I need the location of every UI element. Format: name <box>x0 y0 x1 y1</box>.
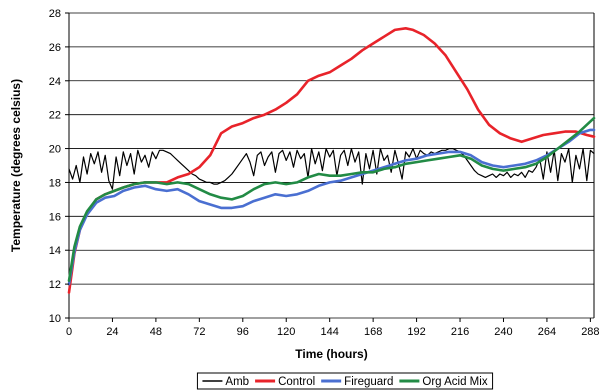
y-tick-label-1: 12 <box>49 279 61 291</box>
legend-item-control: Control <box>255 376 315 388</box>
x-tick-label-6: 144 <box>321 326 339 338</box>
x-tick-label-2: 48 <box>150 326 162 338</box>
legend-item-fireguard: Fireguard <box>321 376 393 388</box>
y-tick-label-0: 10 <box>49 313 61 325</box>
y-tick-label-6: 22 <box>49 110 61 122</box>
legend-label: Fireguard <box>344 376 393 388</box>
x-tick-label-1: 24 <box>106 326 118 338</box>
y-tick-label-9: 28 <box>49 8 61 20</box>
x-tick-label-11: 264 <box>538 326 556 338</box>
y-tick-label-5: 20 <box>49 144 61 156</box>
legend-label: Org Acid Mix <box>422 376 487 388</box>
x-tick-label-3: 72 <box>193 326 205 338</box>
x-tick-label-12: 288 <box>581 326 599 338</box>
x-tick-label-10: 240 <box>494 326 512 338</box>
x-tick-label-9: 216 <box>451 326 469 338</box>
series-line-amb <box>68 148 595 190</box>
y-tick-label-3: 16 <box>49 211 61 223</box>
legend-box <box>196 372 494 390</box>
series-line-fireguard <box>67 128 596 286</box>
y-tick-label-7: 24 <box>49 76 61 88</box>
y-axis-title: Temperature (degrees celsius) <box>9 79 23 252</box>
x-axis-tick-labels: 0 24 48 72 96 120 144 168 192 216 240 264 288 <box>66 318 600 338</box>
y-tick-label-4: 18 <box>49 177 61 189</box>
legend-item-org-acid-mix: Org Acid Mix <box>399 376 488 388</box>
x-tick-label-5: 120 <box>277 326 295 338</box>
x-axis-title: Time (hours) <box>295 347 367 361</box>
series-lines <box>67 27 596 294</box>
y-tick-label-2: 14 <box>49 245 61 257</box>
x-tick-label-4: 96 <box>237 326 249 338</box>
series-line-org-acid-mix <box>67 116 596 282</box>
y-axis-tick-labels: 10 12 14 16 18 20 22 24 26 28 <box>49 8 69 325</box>
y-tick-label-8: 26 <box>49 42 61 54</box>
series-line-control <box>67 27 596 294</box>
x-tick-label-7: 168 <box>364 326 382 338</box>
legend-label: Amb <box>225 376 249 388</box>
x-tick-label-0: 0 <box>66 326 72 338</box>
legend-label: Control <box>278 376 315 388</box>
x-tick-label-8: 192 <box>407 326 425 338</box>
legend-item-amb: Amb <box>202 376 249 388</box>
plot-area <box>68 13 595 318</box>
legend: Amb Control Fireguard Org Acid Mix <box>196 372 494 390</box>
